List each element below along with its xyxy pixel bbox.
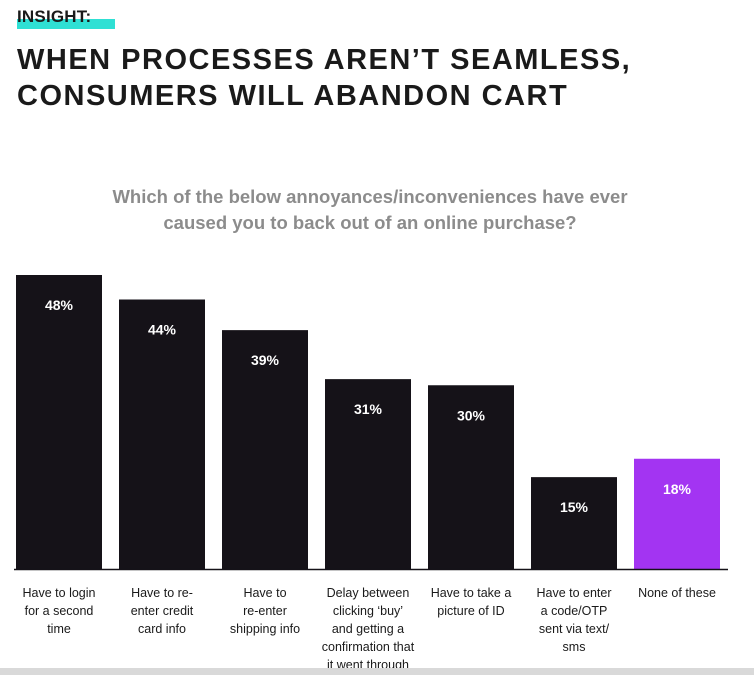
bar-1: [119, 299, 205, 569]
bar-5: [531, 477, 617, 569]
category-label-line: and getting a: [331, 622, 405, 636]
headline-line-2: CONSUMERS WILL ABANDON CART: [17, 80, 569, 112]
category-label-line: Have to take a: [430, 586, 512, 600]
category-label-line: card info: [138, 622, 186, 636]
chart-title-line-2: caused you to back out of an online purc…: [163, 212, 577, 233]
bar-2: [222, 330, 308, 569]
bar-value-label-1: 44%: [148, 322, 177, 338]
category-label-line: for a second: [24, 604, 94, 618]
category-label-line: Have to: [243, 586, 287, 600]
category-label-line: Have to login: [22, 586, 96, 600]
category-label-line: confirmation that: [321, 640, 415, 654]
category-label-line: clicking ‘buy’: [332, 604, 404, 618]
bar-chart: 48% 44% 39% 31% 30% 15% 18%: [14, 275, 728, 571]
category-label-6: None of these: [629, 584, 725, 602]
category-label-5: Have to enter a code/OTP sent via text/sms: [526, 584, 622, 656]
bar-value-label-3: 31%: [354, 401, 383, 417]
category-label-line: a code/OTP: [540, 604, 608, 618]
chart-title-line-1: Which of the below annoyances/inconvenie…: [112, 186, 628, 207]
category-label-line: time: [47, 622, 71, 636]
bar-value-label-4: 30%: [457, 407, 486, 423]
category-label-line: Have to re-: [131, 586, 193, 600]
category-label-0: Have to login for a second time: [11, 584, 107, 638]
category-label-3: Delay between clicking ‘buy’ and getting a…: [320, 584, 416, 674]
headline-line-1: WHEN PROCESSES AREN’T SEAMLESS,: [17, 44, 632, 76]
bar-value-label-2: 39%: [251, 352, 280, 368]
headline: WHEN PROCESSES AREN’T SEAMLESS, CONSUMER…: [17, 42, 737, 114]
bar-value-label-5: 15%: [560, 499, 589, 515]
category-label-line: enter credit: [130, 604, 194, 618]
category-label-line: sms: [562, 640, 586, 654]
category-label-line: sent via text/: [538, 622, 610, 636]
bar-6: [634, 458, 720, 569]
insight-highlight: [17, 19, 115, 29]
category-label-line: Have to enter: [536, 586, 612, 600]
category-label-2: Have to re-enter shipping info: [217, 584, 313, 638]
category-label-line: shipping info: [229, 622, 301, 636]
insight-tag: INSIGHT:: [17, 6, 117, 32]
category-label-line: Delay between: [326, 586, 410, 600]
bottom-divider: [0, 668, 754, 675]
category-label-line: None of these: [638, 586, 716, 600]
bar-value-label-0: 48%: [45, 297, 74, 313]
insight-label: INSIGHT:: [17, 7, 92, 26]
bar-3: [325, 379, 411, 569]
category-label-line: re-enter: [243, 604, 287, 618]
category-label-line: picture of ID: [437, 604, 505, 618]
category-label-1: Have to re-enter credit card info: [114, 584, 210, 638]
chart-title: Which of the below annoyances/inconvenie…: [40, 184, 700, 236]
bar-value-label-6: 18%: [663, 481, 692, 497]
bar-0: [16, 275, 102, 569]
bar-4: [428, 385, 514, 569]
category-label-4: Have to take a picture of ID: [423, 584, 519, 620]
